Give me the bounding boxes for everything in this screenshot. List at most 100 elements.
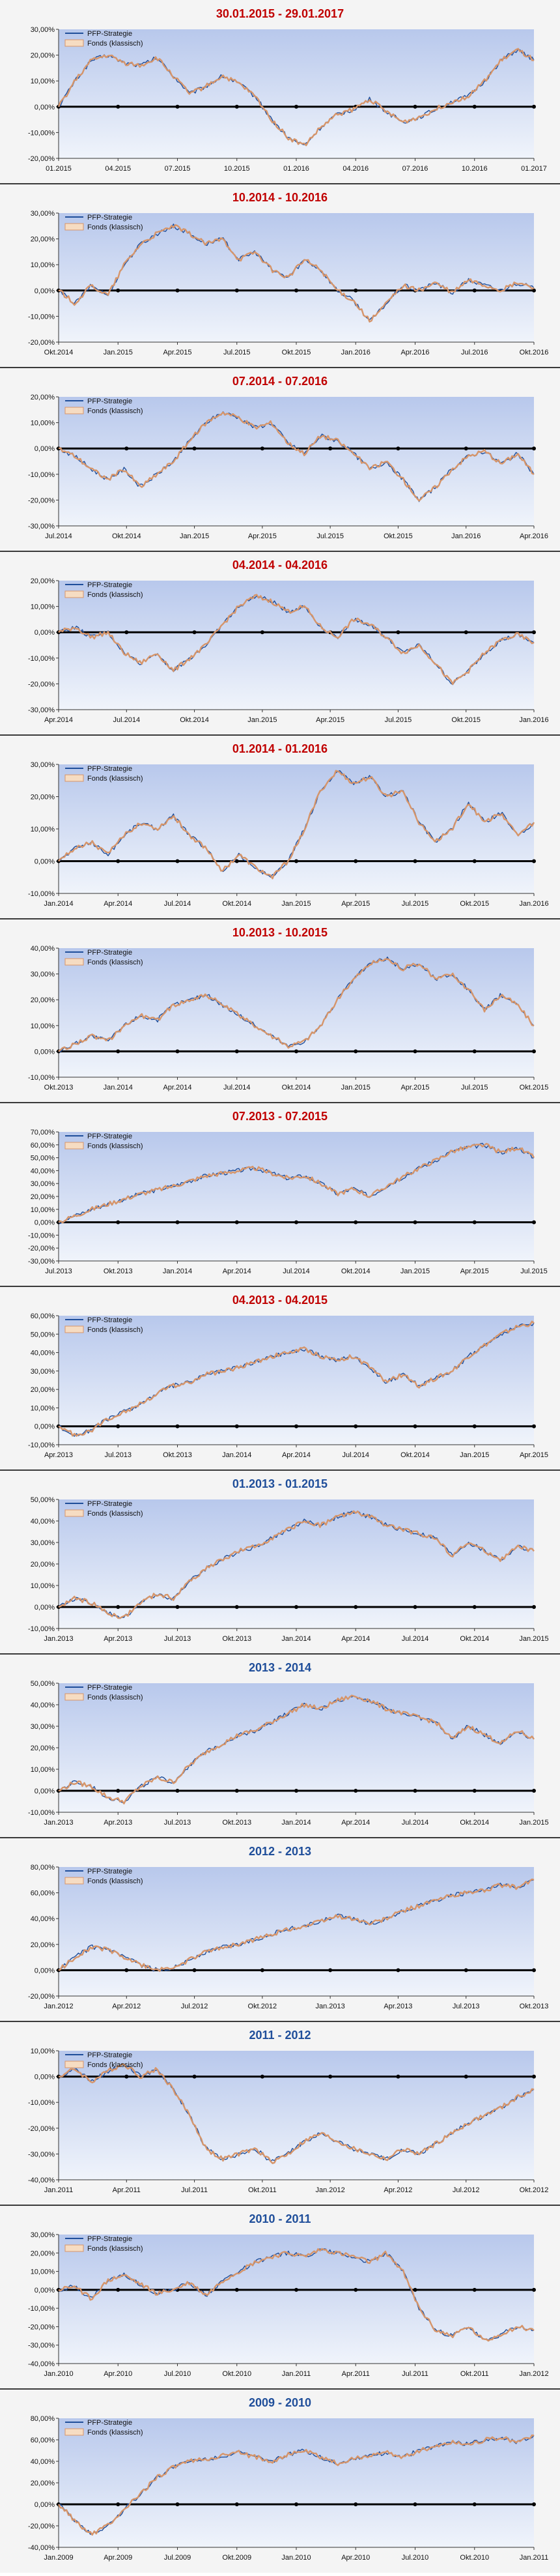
x-tick-label: Jul.2015: [461, 1084, 488, 1092]
x-tick-label: Apr.2014: [163, 1084, 191, 1092]
x-tick-label: Apr.2013: [384, 2003, 412, 2010]
series-line: [58, 770, 535, 880]
plot-area: [59, 1499, 534, 1628]
y-tick-label: 0,00%: [35, 287, 55, 295]
x-tick-label: Apr.2016: [400, 349, 429, 356]
y-tick-label: -30,00%: [28, 706, 55, 714]
legend-label: Fonds (klassisch): [87, 959, 143, 966]
zero-line-marker: [354, 288, 358, 293]
y-tick-label: 20,00%: [31, 1561, 55, 1569]
plot-area: [59, 1316, 534, 1445]
x-tick-label: Okt.2012: [520, 2186, 549, 2194]
x-tick-label: Apr.2015: [460, 1267, 489, 1275]
y-tick-label: 0,00%: [35, 629, 55, 637]
chart-title: 2010 - 2011: [249, 2212, 311, 2225]
x-tick-label: 01.2016: [283, 165, 309, 173]
zero-line-marker: [175, 288, 180, 293]
legend-label: Fonds (klassisch): [87, 1510, 143, 1518]
y-tick-label: 40,00%: [31, 1350, 55, 1357]
x-tick-label: Apr.2014: [44, 716, 73, 724]
zero-line-marker: [464, 1968, 468, 1973]
zero-line-marker: [328, 2074, 333, 2079]
y-tick-label: 10,00%: [31, 826, 55, 833]
legend-label: Fonds (klassisch): [87, 40, 143, 48]
y-tick-label: -20,00%: [28, 2323, 55, 2331]
chart-title: 2011 - 2012: [249, 2029, 311, 2042]
x-tick-label: Apr.2016: [520, 532, 548, 540]
x-tick-label: Jan.2014: [281, 1819, 311, 1827]
plot-area: [59, 213, 534, 342]
x-tick-label: Jan.2016: [519, 900, 548, 908]
x-tick-label: Apr.2011: [113, 2186, 141, 2194]
zero-line-marker: [116, 1424, 120, 1428]
x-tick-label: Jul.2014: [164, 900, 191, 908]
legend-label: Fonds (klassisch): [87, 591, 143, 599]
zero-line-marker: [472, 859, 477, 863]
chart-title: 10.2013 - 10.2015: [232, 926, 328, 939]
legend-label: PFP-Strategie: [87, 2419, 132, 2427]
x-tick-label: Jan.2016: [341, 349, 371, 356]
zero-line-marker: [532, 2074, 536, 2079]
y-tick-label: 20,00%: [31, 394, 55, 401]
y-tick-label: -10,00%: [28, 655, 55, 663]
chart-title: 30.01.2015 - 29.01.2017: [216, 7, 344, 20]
y-tick-label: 20,00%: [31, 52, 55, 60]
y-tick-label: 30,00%: [31, 1368, 55, 1376]
y-tick-label: -10,00%: [28, 129, 55, 137]
series-line: [58, 594, 535, 686]
x-tick-label: Apr.2014: [104, 900, 132, 908]
x-tick-label: Okt.2013: [44, 1084, 74, 1092]
zero-line-marker: [294, 1789, 298, 1793]
legend-swatch: [64, 590, 84, 598]
x-tick-label: Jan.2014: [44, 900, 73, 908]
x-tick-label: Jan.2013: [44, 1819, 73, 1827]
zero-line-marker: [175, 1220, 180, 1224]
y-tick-label: 0,00%: [35, 2501, 55, 2509]
plot-area: [59, 1867, 534, 1996]
zero-line-marker: [192, 2074, 197, 2079]
zero-line-marker: [294, 288, 298, 293]
x-tick-label: 07.2016: [402, 165, 428, 173]
series-line: [58, 1878, 535, 1972]
y-tick-label: 40,00%: [31, 1167, 55, 1175]
y-tick-label: 20,00%: [31, 2480, 55, 2487]
line-chart: 04.2013 - 04.2015 -10,00% 0,00% 10,00% 20,00…: [28, 1294, 548, 1459]
x-tick-label: Apr.2015: [248, 532, 277, 540]
legend: PFP-Strategie Fonds (klassisch): [64, 1684, 143, 1701]
y-tick-label: 60,00%: [31, 1312, 55, 1320]
zero-line-marker: [532, 1220, 536, 1224]
legend-swatch: [64, 1142, 84, 1150]
x-tick-label: 04.2015: [105, 165, 131, 173]
plot-area: [59, 2235, 534, 2364]
zero-line-marker: [396, 630, 400, 635]
y-tick-label: -20,00%: [28, 497, 55, 504]
chart-panel: 04.2014 - 04.2016 -30,00% -20,00% -10,00% 0,…: [0, 551, 560, 735]
chart-panel: 04.2013 - 04.2015 -10,00% 0,00% 10,00% 20,00…: [0, 1286, 560, 1470]
y-tick-label: 0,00%: [35, 2074, 55, 2081]
x-tick-label: Okt.2014: [222, 900, 251, 908]
zero-line-marker: [532, 288, 536, 293]
zero-line-marker: [175, 104, 180, 109]
chart-panel: 2011 - 2012 -40,00% -30,00% -20,00% -10,00% 0…: [0, 2021, 560, 2205]
zero-line-marker: [175, 1424, 180, 1428]
x-tick-label: Jul.2015: [520, 1267, 548, 1275]
y-tick-label: -20,00%: [28, 680, 55, 688]
zero-line-marker: [116, 2287, 120, 2292]
plot-area: [59, 948, 534, 1077]
zero-line-marker: [472, 2502, 477, 2506]
zero-line-marker: [396, 1968, 400, 1973]
zero-line-marker: [464, 2074, 468, 2079]
panel-separator: [0, 1102, 560, 1103]
zero-line-marker: [328, 1968, 333, 1973]
series-line: [57, 48, 535, 147]
line-chart: 10.2014 - 10.2016 -20,00% -10,00% 0,00% 10,0…: [28, 191, 548, 356]
legend-label: PFP-Strategie: [87, 30, 132, 38]
chart-panel: 2010 - 2011 -40,00% -30,00% -20,00% -10,00% 0…: [0, 2205, 560, 2389]
legend-label: PFP-Strategie: [87, 398, 132, 405]
zero-line-marker: [294, 1424, 298, 1428]
y-tick-label: -20,00%: [28, 1993, 55, 2001]
x-tick-label: Apr.2012: [112, 2003, 141, 2010]
y-tick-label: -20,00%: [28, 155, 55, 163]
x-tick-label: Jan.2015: [400, 1267, 430, 1275]
x-tick-label: Jul.2014: [342, 1451, 369, 1459]
